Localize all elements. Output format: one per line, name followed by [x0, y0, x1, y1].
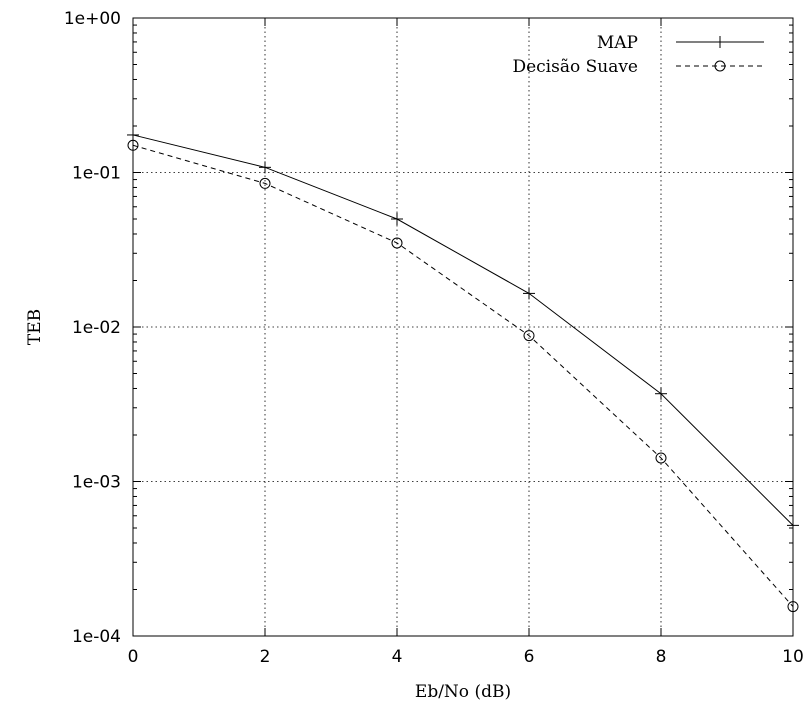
plus-point: [523, 287, 535, 300]
legend-label: MAP: [597, 33, 638, 53]
series-line-1: [132, 144, 794, 607]
y-tick-label: 1e-04: [72, 627, 121, 647]
x-tick-label: 8: [656, 647, 667, 667]
x-tick-label: 6: [524, 647, 535, 667]
circle-point: [523, 330, 535, 342]
plus-point: [714, 36, 726, 48]
series-group: [127, 128, 799, 613]
plus-point: [391, 213, 403, 226]
grid-lines: [133, 18, 793, 636]
y-tick-label: 1e-01: [72, 164, 121, 184]
x-tick-label: 10: [782, 647, 804, 667]
plus-point: [655, 387, 667, 400]
plus-point: [787, 519, 799, 532]
x-tick-label: 0: [128, 647, 139, 667]
x-axis-label: Eb/No (dB): [415, 682, 511, 702]
x-tick-label: 4: [392, 647, 403, 667]
axis-ticks: 0 2 4 6 8 10 1e+00 1e-01 1e-02 1e-03 1e-04: [64, 9, 804, 667]
circle-point: [391, 237, 403, 249]
circle-point: [787, 601, 799, 613]
plus-point: [127, 128, 139, 141]
series-line-0: [132, 134, 794, 526]
y-tick-label: 1e-02: [72, 318, 121, 338]
legend-label: Decisão Suave: [512, 57, 638, 77]
circle-point: [655, 452, 667, 464]
x-tick-label: 2: [260, 647, 271, 667]
circle-point: [714, 60, 726, 72]
legend: MAP Decisão Suave: [512, 33, 764, 77]
y-axis-label: TEB: [25, 309, 45, 345]
y-tick-label: 1e+00: [64, 9, 121, 29]
circle-point: [127, 139, 139, 151]
circle-point: [259, 177, 271, 189]
y-tick-label: 1e-03: [72, 473, 121, 493]
plus-point: [259, 161, 271, 174]
